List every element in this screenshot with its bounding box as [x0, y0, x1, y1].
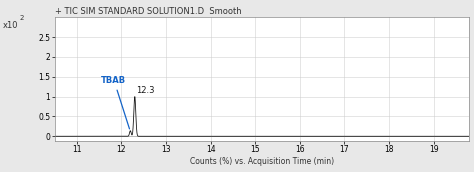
- Text: + TIC SIM STANDARD SOLUTION1.D  Smooth: + TIC SIM STANDARD SOLUTION1.D Smooth: [55, 7, 241, 16]
- Text: x10: x10: [2, 21, 18, 30]
- Text: 12.3: 12.3: [136, 86, 155, 95]
- X-axis label: Counts (%) vs. Acquisition Time (min): Counts (%) vs. Acquisition Time (min): [190, 157, 334, 166]
- Text: TBAB: TBAB: [101, 76, 129, 129]
- Text: 2: 2: [20, 15, 24, 22]
